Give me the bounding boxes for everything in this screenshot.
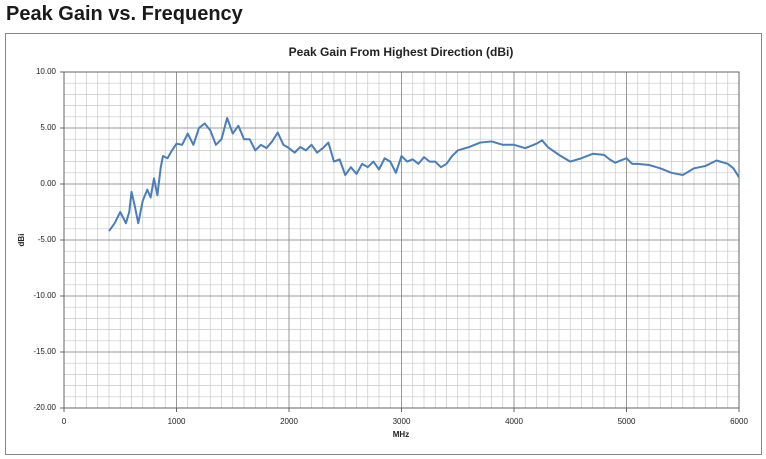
- x-tick-label: 6000: [730, 417, 748, 426]
- chart-frame: [5, 33, 762, 455]
- x-tick-label: 4000: [505, 417, 523, 426]
- y-tick-label: -5.00: [38, 235, 57, 244]
- x-axis-label: MHz: [393, 430, 409, 439]
- x-tick-label: 0: [62, 417, 67, 426]
- y-tick-label: -15.00: [33, 347, 56, 356]
- y-tick-label: 10.00: [36, 67, 57, 76]
- chart-title: Peak Gain From Highest Direction (dBi): [289, 45, 514, 59]
- x-tick-label: 1000: [168, 417, 186, 426]
- y-tick-label: 0.00: [40, 179, 56, 188]
- x-tick-label: 5000: [618, 417, 636, 426]
- y-axis-label: dBi: [17, 234, 26, 247]
- page-title: Peak Gain vs. Frequency: [6, 3, 243, 25]
- y-tick-label: -20.00: [33, 403, 56, 412]
- y-tick-label: 5.00: [40, 123, 56, 132]
- y-tick-label: -10.00: [33, 291, 56, 300]
- x-tick-label: 3000: [393, 417, 411, 426]
- data-line: [108, 116, 740, 232]
- plot-border: [63, 71, 740, 409]
- x-tick-label: 2000: [280, 417, 298, 426]
